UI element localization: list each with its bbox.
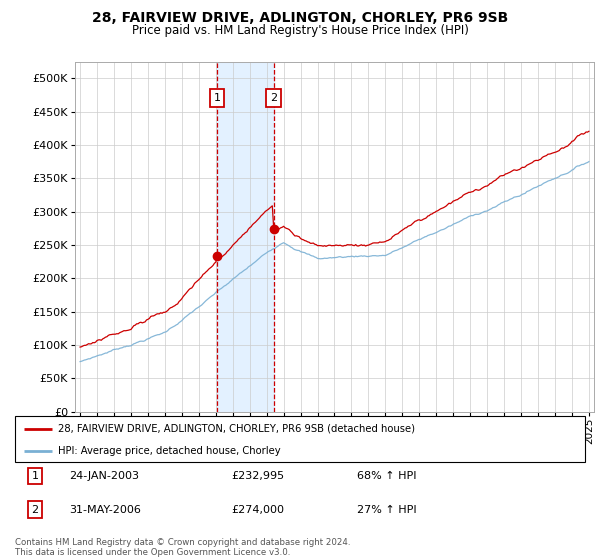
FancyBboxPatch shape bbox=[15, 416, 585, 462]
Text: 31-MAY-2006: 31-MAY-2006 bbox=[69, 505, 141, 515]
Text: HPI: Average price, detached house, Chorley: HPI: Average price, detached house, Chor… bbox=[58, 446, 280, 455]
Text: £232,995: £232,995 bbox=[232, 471, 285, 481]
Text: £274,000: £274,000 bbox=[232, 505, 284, 515]
Text: 2: 2 bbox=[31, 505, 38, 515]
Text: Price paid vs. HM Land Registry's House Price Index (HPI): Price paid vs. HM Land Registry's House … bbox=[131, 24, 469, 36]
Text: 2: 2 bbox=[270, 94, 277, 104]
Text: 24-JAN-2003: 24-JAN-2003 bbox=[69, 471, 139, 481]
Text: 28, FAIRVIEW DRIVE, ADLINGTON, CHORLEY, PR6 9SB: 28, FAIRVIEW DRIVE, ADLINGTON, CHORLEY, … bbox=[92, 11, 508, 25]
Text: Contains HM Land Registry data © Crown copyright and database right 2024.
This d: Contains HM Land Registry data © Crown c… bbox=[15, 538, 350, 557]
Bar bbox=[217, 62, 274, 412]
Text: 28, FAIRVIEW DRIVE, ADLINGTON, CHORLEY, PR6 9SB (detached house): 28, FAIRVIEW DRIVE, ADLINGTON, CHORLEY, … bbox=[58, 424, 415, 434]
Text: 1: 1 bbox=[31, 471, 38, 481]
Text: 68% ↑ HPI: 68% ↑ HPI bbox=[357, 471, 416, 481]
Text: 27% ↑ HPI: 27% ↑ HPI bbox=[357, 505, 416, 515]
Text: 1: 1 bbox=[214, 94, 220, 104]
